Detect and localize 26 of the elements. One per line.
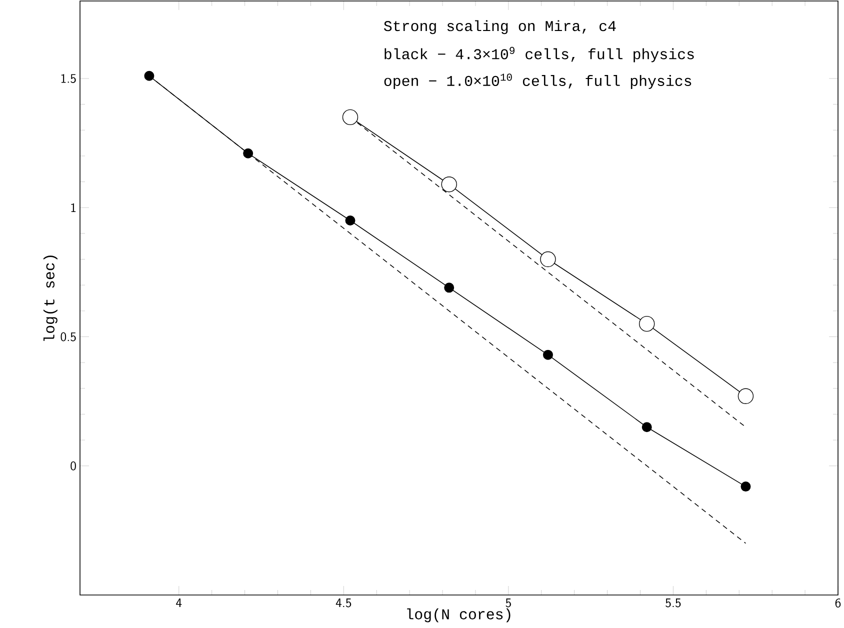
point [642, 422, 652, 432]
x-tick-label: 4.5 [336, 598, 352, 608]
point [342, 109, 358, 126]
annotation: open − 1.0×10$^{10}$ cells, full physics [384, 74, 692, 89]
point [345, 216, 356, 226]
x-tick-label: 4 [176, 598, 182, 608]
point [444, 282, 454, 293]
x-tick-label: 5.5 [666, 598, 681, 608]
y-tick-label: 0 [70, 461, 76, 470]
y-tick-label: 0.5 [60, 332, 76, 342]
point [540, 251, 556, 268]
point [740, 482, 751, 492]
annotation: Strong scaling on Mira, c4 [384, 20, 616, 34]
point [542, 350, 553, 360]
point [738, 388, 754, 404]
point [639, 316, 655, 332]
point [441, 176, 457, 192]
y-tick-label: 1.5 [61, 74, 76, 83]
x-tick-label: 6 [835, 598, 841, 608]
point [243, 148, 254, 158]
x-axis-title: log(N cores) [407, 608, 510, 622]
y-tick-label: 1 [71, 203, 76, 212]
y-axis-title: log(t sec) [43, 256, 58, 341]
x-tick-label: 5 [506, 598, 511, 608]
point [144, 70, 154, 81]
annotation: black − 4.3×10$^{9}$ cells, full physics [384, 46, 694, 62]
